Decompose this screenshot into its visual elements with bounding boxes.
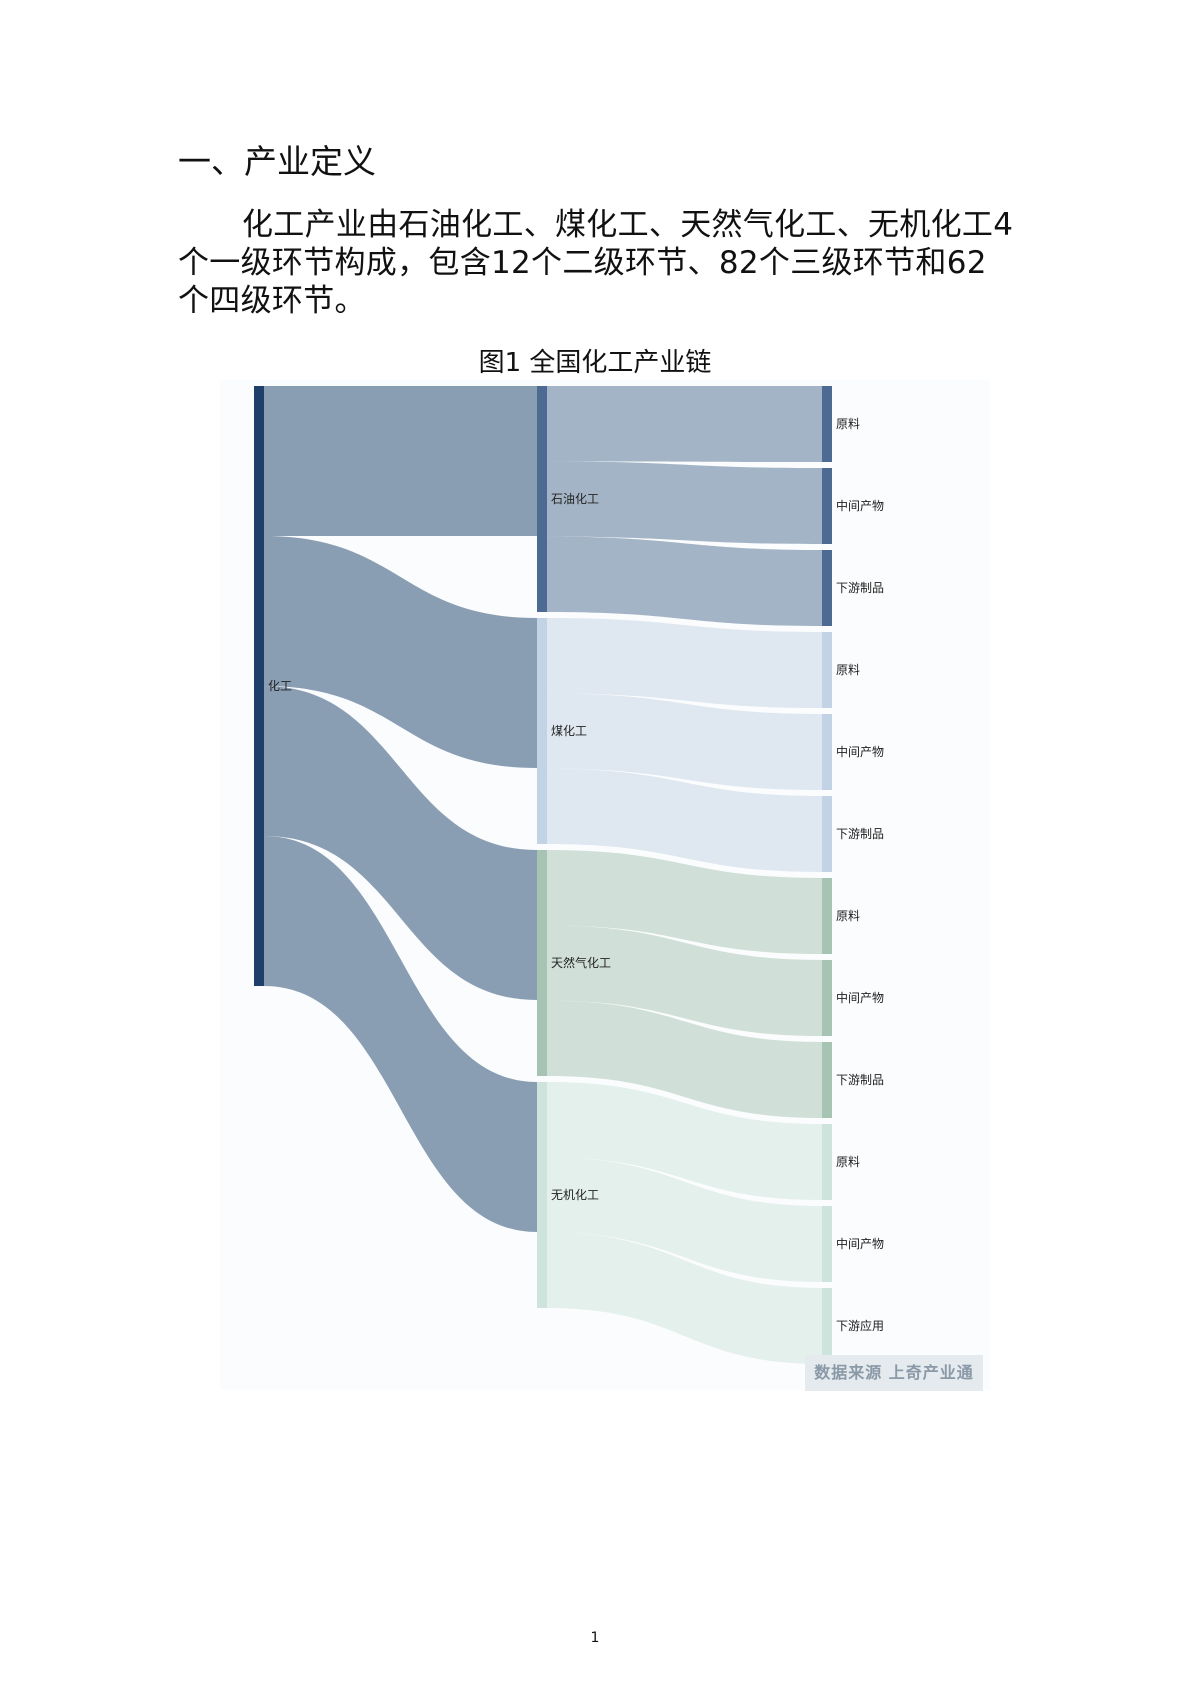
node-leaf-label: 下游制品	[836, 581, 884, 595]
node-leaf	[822, 1206, 832, 1282]
link-branch-leaf	[547, 925, 822, 1036]
node-branch-label: 石油化工	[551, 492, 599, 506]
link-branch-leaf	[547, 461, 822, 544]
data-source-badge: 数据来源 上奇产业通	[805, 1355, 983, 1391]
node-leaf	[822, 1042, 832, 1118]
node-leaf-label: 中间产物	[836, 990, 884, 1005]
link-branch-leaf	[547, 693, 822, 790]
node-branch	[537, 386, 547, 612]
node-leaf-label: 下游制品	[836, 827, 884, 841]
node-leaf	[822, 796, 832, 872]
node-leaf-label: 中间产物	[836, 1236, 884, 1251]
link-root-branch	[264, 686, 537, 1000]
link-root-branch	[264, 386, 537, 536]
node-leaf	[822, 878, 832, 954]
link-branch-leaf	[547, 1000, 822, 1118]
link-branch-leaf	[547, 1157, 822, 1282]
node-leaf	[822, 960, 832, 1036]
node-leaf-label: 下游制品	[836, 1073, 884, 1087]
figure-title: 图1 全国化工产业链	[478, 348, 712, 378]
node-branch-label: 煤化工	[551, 724, 587, 738]
node-leaf-label: 原料	[836, 417, 860, 431]
link-branch-leaf	[547, 386, 822, 462]
link-root-branch	[264, 536, 537, 768]
node-leaf	[822, 468, 832, 544]
link-branch-leaf	[547, 768, 822, 872]
node-branch	[537, 1082, 547, 1308]
link-branch-leaf	[547, 1082, 822, 1200]
section-heading: 一、产业定义	[178, 142, 376, 181]
node-leaf-label: 原料	[836, 663, 860, 677]
node-leaf-label: 中间产物	[836, 744, 884, 759]
node-leaf-label: 下游应用	[836, 1318, 884, 1333]
node-branch-label: 无机化工	[551, 1188, 599, 1202]
link-branch-leaf	[547, 1232, 822, 1364]
node-leaf-label: 原料	[836, 909, 860, 923]
node-leaf	[822, 550, 832, 626]
node-leaf	[822, 632, 832, 708]
node-branch	[537, 850, 547, 1076]
node-branch-label: 天然气化工	[551, 955, 611, 970]
node-root-label: 化工	[268, 679, 292, 693]
node-leaf	[822, 714, 832, 790]
intro-paragraph: 化工产业由石油化工、煤化工、天然气化工、无机化工4个一级环节构成，包含12个二级…	[178, 207, 1014, 319]
node-leaf-label: 原料	[836, 1155, 860, 1169]
link-root-branch	[264, 836, 537, 1232]
node-branch	[537, 618, 547, 844]
node-leaf-label: 中间产物	[836, 498, 884, 513]
node-leaf	[822, 386, 832, 462]
node-leaf	[822, 1288, 832, 1364]
node-root	[254, 386, 264, 986]
node-leaf	[822, 1124, 832, 1200]
link-branch-leaf	[547, 850, 822, 954]
link-branch-leaf	[547, 536, 822, 626]
link-branch-leaf	[547, 618, 822, 708]
page-number: 1	[590, 1630, 600, 1646]
